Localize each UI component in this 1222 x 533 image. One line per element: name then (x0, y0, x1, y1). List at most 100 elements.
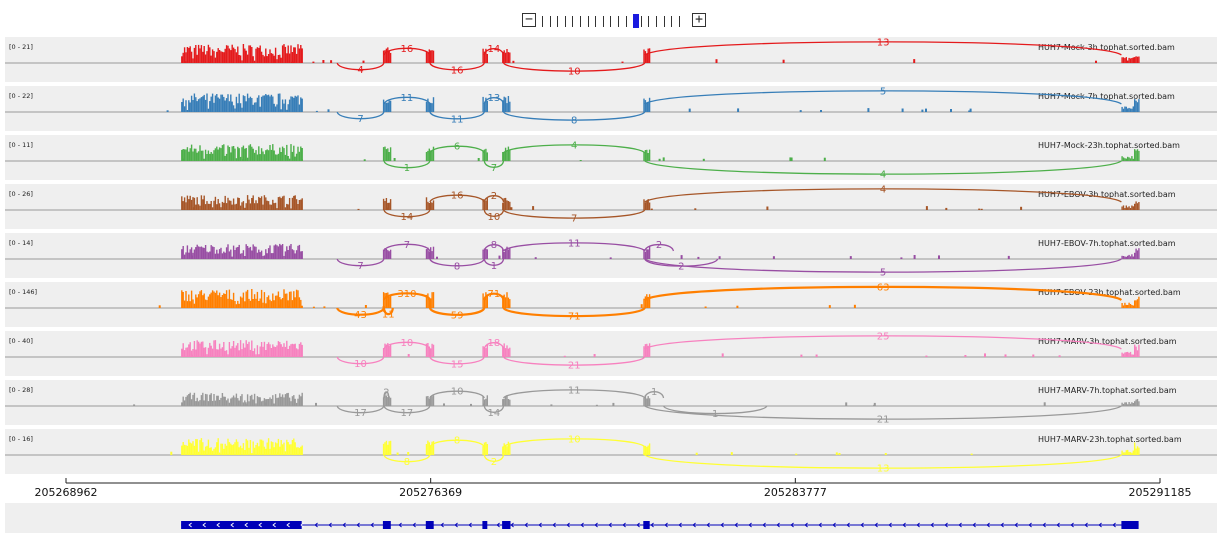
coverage-bar (269, 397, 271, 406)
coverage-bar (190, 144, 193, 161)
coverage-bar (248, 247, 250, 259)
coverage-bar (384, 395, 386, 406)
coverage-bar (288, 397, 291, 406)
zoom-level-tick[interactable] (572, 16, 574, 27)
zoom-level-tick[interactable] (678, 16, 680, 27)
coverage-bar (508, 304, 511, 308)
coverage-bar (188, 252, 190, 259)
coverage-bar (286, 246, 288, 259)
coverage-bar (287, 349, 289, 357)
zoom-level-tick[interactable] (602, 16, 604, 27)
coverage-bar (251, 394, 253, 406)
coverage-bar (646, 446, 648, 455)
coverage-bar (389, 249, 392, 259)
coverage-bar (204, 299, 207, 308)
coverage-bar (182, 98, 184, 112)
coverage-bar (382, 99, 385, 112)
coverage-bar (428, 398, 430, 406)
coverage-bar (388, 441, 390, 455)
coverage-bar (224, 443, 226, 455)
coverage-bar (364, 305, 367, 308)
zoom-level-tick[interactable] (557, 16, 559, 27)
coverage-bar (225, 153, 228, 161)
coverage-bar (286, 293, 288, 308)
junction-count-label: 11 (382, 310, 395, 321)
coverage-bar (220, 51, 222, 63)
coverage-bar (181, 249, 183, 259)
zoom-level-tick[interactable] (625, 16, 627, 27)
coverage-bar (255, 445, 257, 455)
coverage-bar (430, 50, 432, 63)
coverage-bar (387, 343, 389, 357)
coverage-bar (210, 245, 212, 259)
coverage-bar (216, 290, 218, 308)
track-name-label: HUH7-EBOV-23h.tophat.sorted.bam (1038, 288, 1181, 297)
zoom-level-tick[interactable] (549, 16, 551, 27)
zoom-level-tick[interactable] (564, 16, 566, 27)
zoom-level-slider[interactable] (542, 14, 686, 28)
junction-count-label: 63 (877, 282, 890, 293)
coverage-bar (281, 146, 284, 161)
coverage-bar (280, 344, 282, 357)
zoom-level-tick[interactable] (648, 16, 650, 27)
zoom-level-tick[interactable] (671, 16, 673, 27)
coverage-bar (507, 297, 510, 308)
coverage-bar (223, 293, 225, 308)
coverage-bar (1135, 346, 1137, 357)
coverage-bar (644, 296, 647, 308)
coverage-bar (217, 149, 219, 161)
coverage-bar (251, 198, 253, 210)
coverage-bar (184, 61, 187, 63)
zoom-level-tick[interactable] (580, 16, 581, 27)
coverage-bar (482, 293, 484, 308)
zoom-level-tick[interactable] (587, 16, 589, 27)
zoom-level-tick[interactable] (640, 16, 642, 27)
junction-arc (483, 209, 505, 217)
coverage-bar (200, 45, 203, 63)
coverage-bar (258, 354, 260, 357)
coverage-bar (189, 195, 191, 210)
zoom-level-tick[interactable] (663, 16, 665, 27)
coverage-bar (258, 397, 260, 406)
coverage-bar (283, 289, 285, 308)
coverage-bar (186, 195, 189, 210)
coverage-bar (1127, 156, 1129, 161)
coverage-bar (301, 445, 303, 455)
coverage-bar (260, 289, 263, 308)
zoom-level-tick[interactable] (595, 16, 597, 27)
zoom-in-button[interactable]: + (692, 13, 706, 27)
coverage-bar (211, 348, 214, 357)
coverage-bar (227, 244, 229, 259)
coverage-bar (612, 402, 615, 406)
zoom-level-tick[interactable] (656, 16, 657, 27)
coverage-bar (315, 110, 318, 112)
coverage-bar (260, 96, 263, 112)
coverage-bar (228, 101, 231, 112)
coverage-bar (210, 201, 212, 210)
coverage-bar (273, 447, 275, 455)
coverage-bar (235, 345, 238, 357)
coverage-bar (215, 306, 218, 308)
strand-arrow (678, 522, 682, 528)
coverage-bar (203, 94, 205, 112)
coverage-bar (1134, 252, 1136, 259)
coverage-bar (281, 346, 284, 357)
junction-arc (383, 47, 431, 56)
zoom-level-tick[interactable] (542, 16, 543, 27)
coverage-bar (251, 340, 253, 357)
zoom-level-tick[interactable] (618, 16, 619, 27)
coverage-bar (1129, 452, 1132, 455)
coverage-bar (225, 45, 228, 63)
coverage-bar (1124, 352, 1126, 357)
track: [0 - 21] HUH7-Mock-3h.tophat.sorted.bam41… (5, 37, 1217, 82)
strand-arrow (1112, 522, 1116, 528)
coverage-bar (283, 103, 285, 112)
coverage-bar (428, 102, 430, 112)
zoom-out-button[interactable]: − (522, 13, 536, 27)
zoom-level-current[interactable] (633, 14, 640, 28)
coverage-bar (301, 392, 303, 406)
coverage-bar (293, 47, 295, 63)
coverage-bar (192, 151, 194, 161)
zoom-level-tick[interactable] (610, 16, 612, 27)
